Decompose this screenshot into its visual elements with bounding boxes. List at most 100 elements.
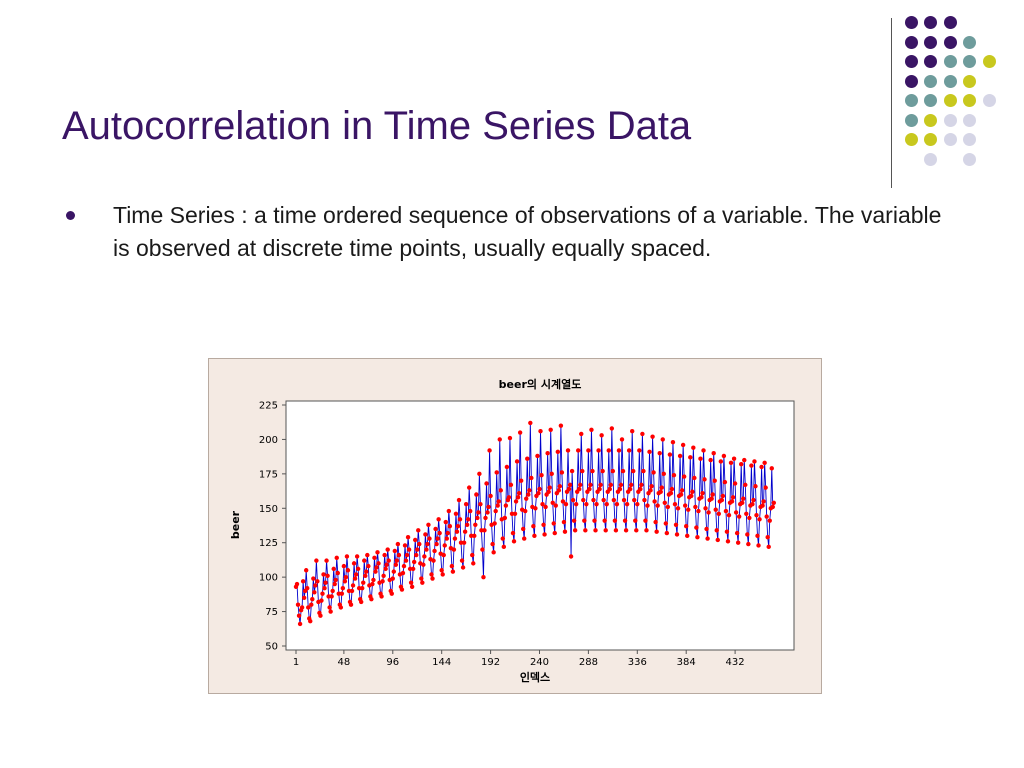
data-point [653,519,658,525]
data-point [581,497,586,503]
data-point [458,540,464,545]
data-point [503,503,509,508]
data-point [310,596,315,602]
data-point [473,522,478,528]
data-point [612,518,618,523]
data-point [619,437,625,442]
data-point [634,528,639,533]
data-point [563,501,569,507]
data-point [536,490,541,496]
data-point [579,431,584,437]
data-point [665,504,671,510]
data-point [757,517,762,522]
data-point [769,466,774,471]
data-point [484,481,489,486]
data-point [686,507,691,512]
data-point [623,528,629,533]
data-point [549,471,554,477]
data-point [470,552,475,558]
data-point [559,470,565,475]
y-tick-label: 125 [259,538,278,549]
data-point [361,580,366,585]
data-point [396,552,402,558]
decorative-dot [904,16,918,29]
data-point [601,497,606,503]
data-point [761,499,766,504]
data-point [708,457,713,463]
data-point [668,490,674,496]
chart-figure: beer의 시계열도 인덱스 beer 50 75 100 125 150 175 200 2… [208,358,822,694]
data-point [349,588,355,594]
data-point [376,561,381,566]
data-point [372,555,377,561]
data-point [587,486,592,492]
data-point [675,506,681,511]
data-point [459,558,465,563]
data-point [557,484,563,489]
data-point [754,512,759,518]
data-point [435,536,440,541]
data-point [379,594,384,599]
data-point [520,526,526,532]
data-point [413,537,418,543]
data-point [441,552,446,558]
data-point [674,532,680,537]
data-point [323,580,328,585]
data-point [771,500,777,505]
data-point [504,464,510,470]
data-point [541,522,546,528]
data-point [651,470,656,475]
data-point [340,585,346,591]
x-tick-label: 288 [579,657,598,668]
data-point [638,486,643,492]
data-point [644,528,649,533]
data-point [445,530,450,536]
data-point [617,486,623,492]
data-point [753,484,758,489]
data-point [702,477,707,482]
data-point [631,468,636,474]
data-point [741,496,746,501]
data-point [321,572,326,577]
decorative-dot [924,16,937,29]
data-point [487,448,492,453]
data-point [528,420,533,426]
decorative-dot [904,133,918,146]
data-point [592,518,597,523]
data-point [297,621,303,627]
data-point [336,591,341,596]
data-point [704,526,709,532]
data-point [506,495,512,500]
data-point [426,522,431,528]
data-point [719,497,725,503]
decorative-dot [904,55,918,68]
data-point [732,481,738,486]
data-point [765,535,770,540]
data-point [700,490,705,496]
data-point [714,528,719,533]
data-point [567,482,573,488]
data-point [633,518,638,523]
decorative-dot [943,113,957,127]
data-point [295,602,301,607]
data-point [584,501,589,507]
data-point [466,485,472,490]
data-point [598,482,603,488]
data-point [622,518,628,523]
data-point [679,488,685,493]
decorative-dot [924,74,937,88]
data-point [432,548,437,554]
data-point [639,482,644,488]
data-point [334,555,339,561]
data-point [402,543,408,548]
data-point [501,544,507,550]
data-point [546,489,551,494]
data-point [327,605,332,610]
data-point [565,448,571,453]
data-point [764,514,769,519]
data-point [423,532,428,537]
data-point [577,486,582,492]
data-point [502,515,508,521]
data-point [414,552,419,558]
data-point [715,537,720,543]
